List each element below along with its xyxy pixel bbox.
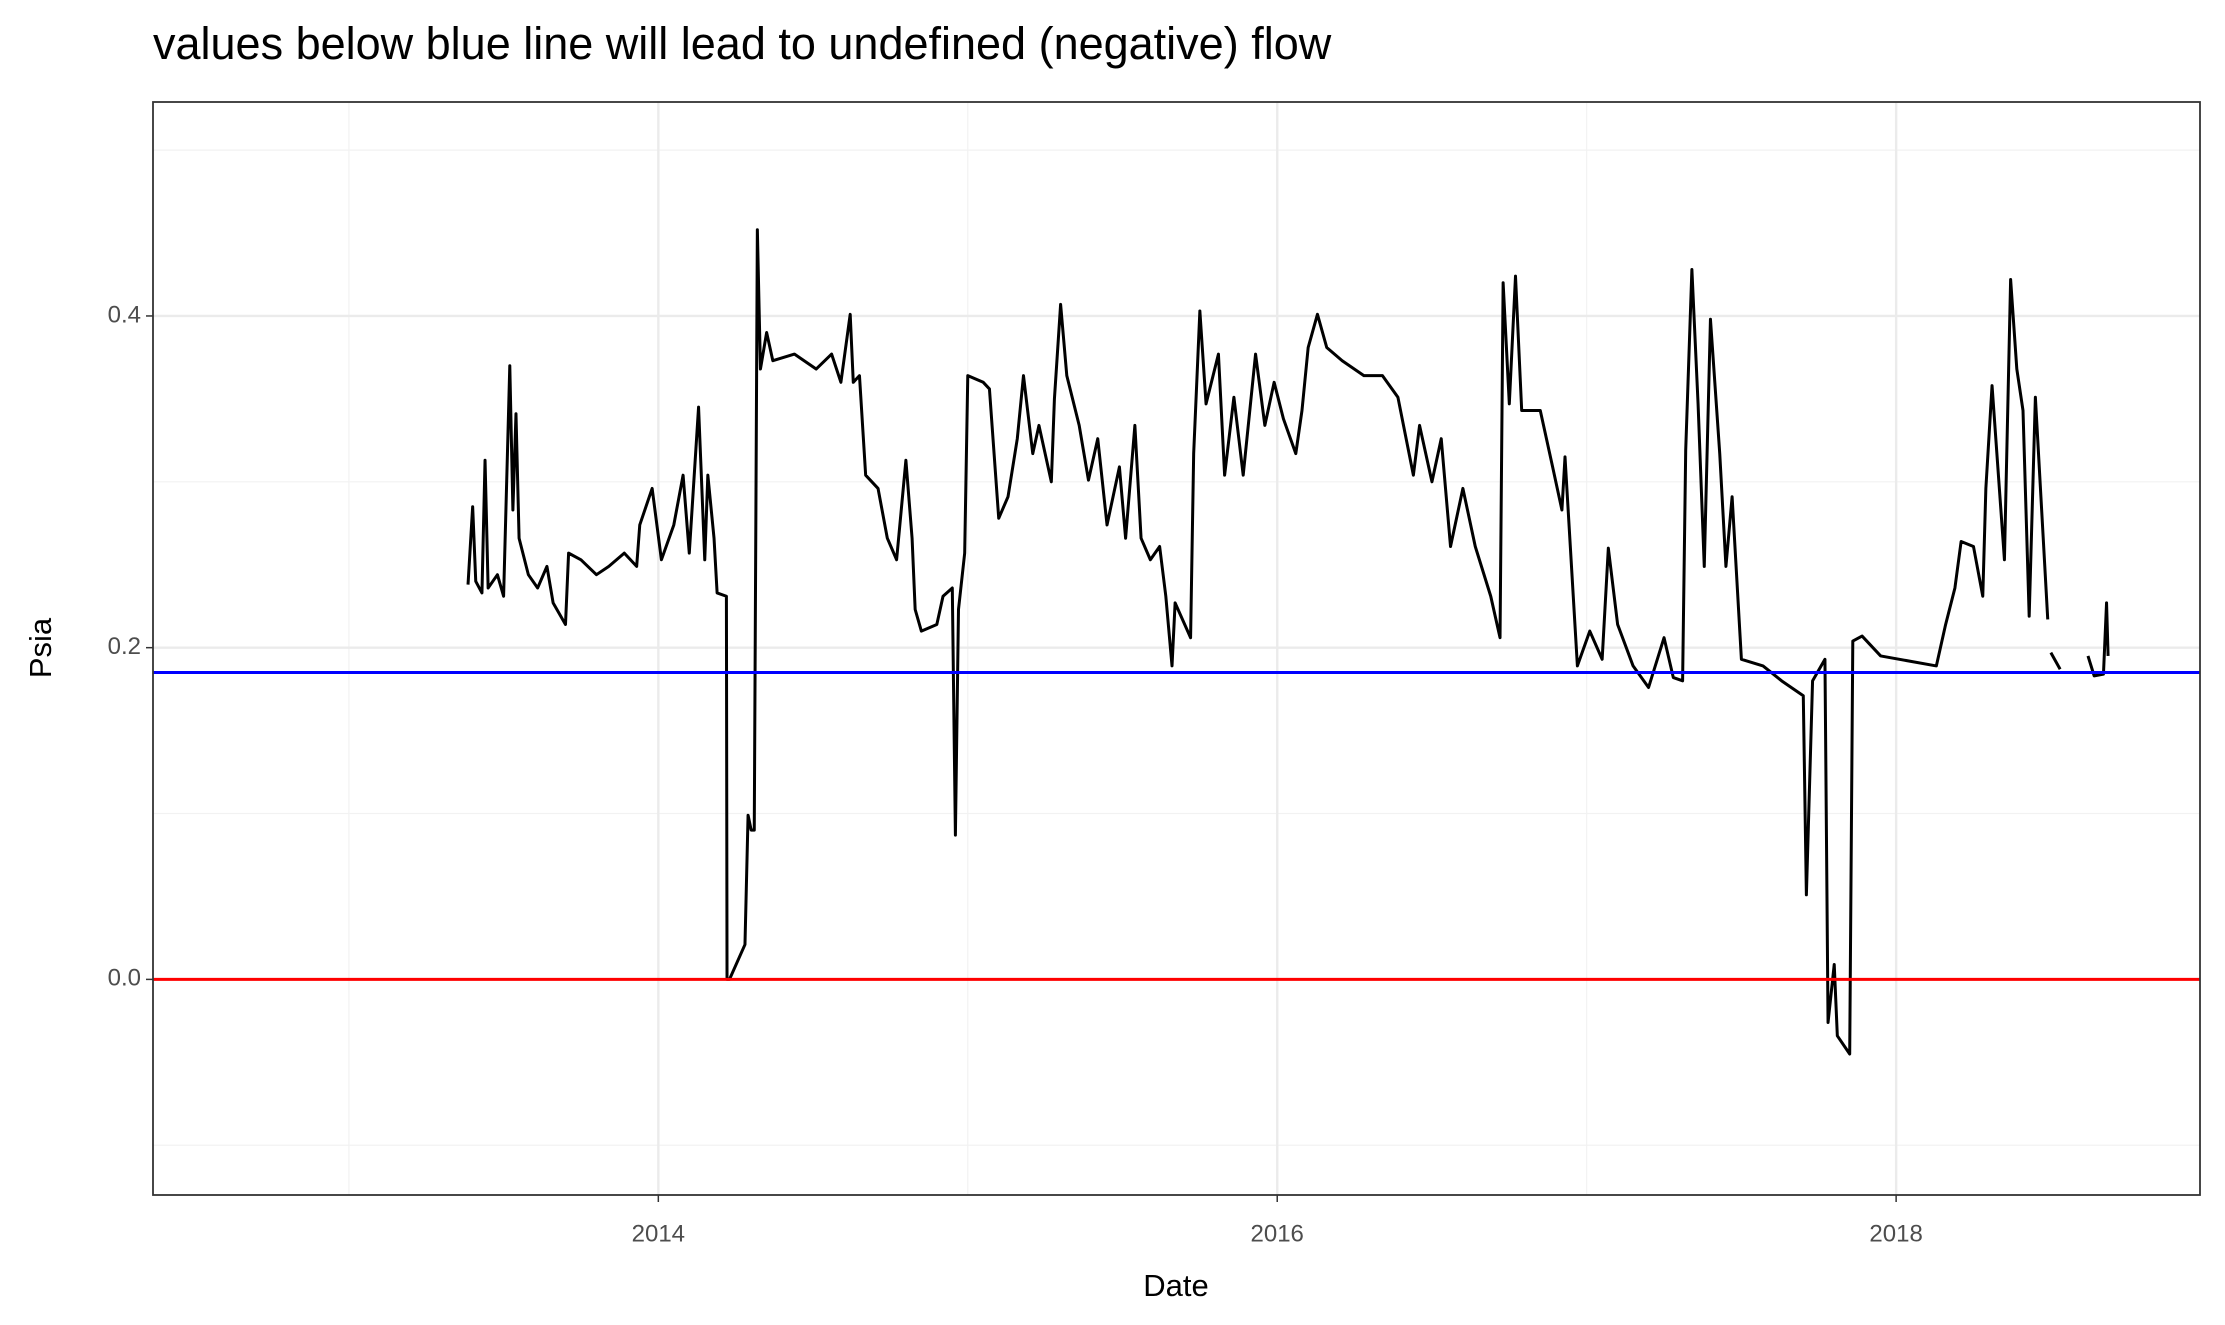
chart-title: values below blue line will lead to unde… <box>153 18 1332 69</box>
y-axis-title: Psia <box>23 617 58 678</box>
x-tick-label: 2014 <box>632 1220 685 1247</box>
x-tick-label: 2018 <box>1869 1220 1922 1247</box>
data-line <box>466 228 2110 1056</box>
x-axis-title: Date <box>1143 1268 1208 1303</box>
y-tick-label: 0.0 <box>108 965 141 992</box>
x-tick-label: 2016 <box>1251 1220 1304 1247</box>
panel-border <box>152 101 2201 1196</box>
y-tick-label: 0.2 <box>108 633 141 660</box>
y-tick-label: 0.4 <box>108 301 141 328</box>
